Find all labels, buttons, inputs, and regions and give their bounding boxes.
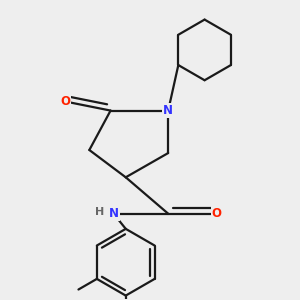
Text: N: N	[109, 207, 118, 220]
Text: O: O	[212, 207, 222, 220]
Text: H: H	[95, 207, 105, 217]
Text: O: O	[60, 95, 70, 108]
Text: N: N	[163, 104, 173, 117]
